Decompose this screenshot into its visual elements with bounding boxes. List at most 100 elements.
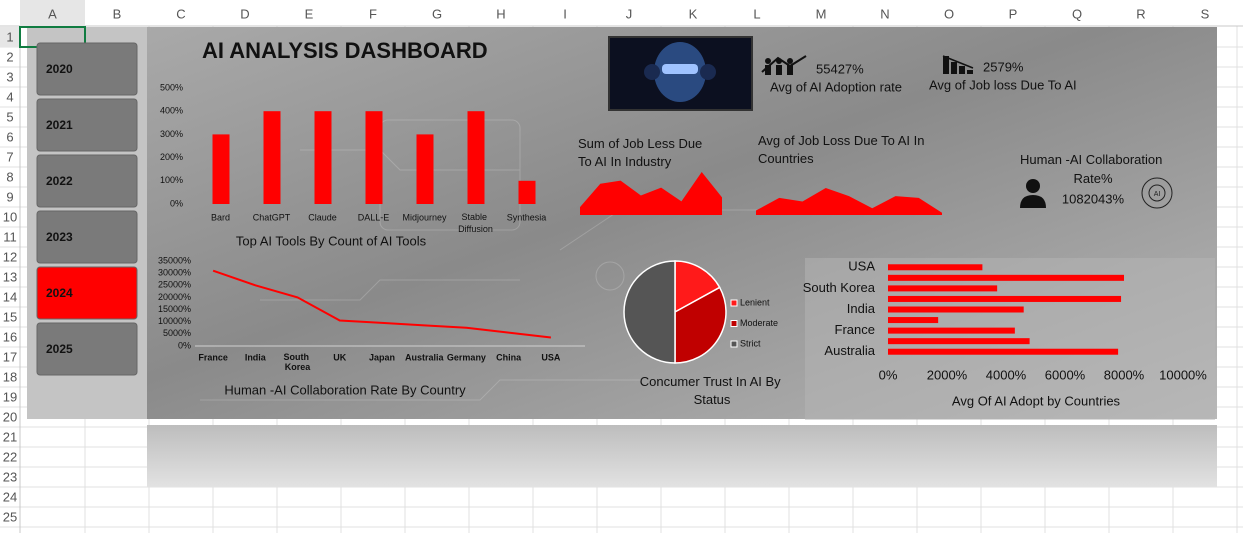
pie-slice — [674, 260, 721, 314]
bar — [365, 111, 383, 204]
area — [756, 188, 942, 215]
chart-title: Top AI Tools By Count of AI Tools — [236, 233, 427, 248]
y-tick-label: 25000% — [158, 280, 191, 290]
y-tick-label: 0% — [178, 340, 191, 350]
bar — [467, 111, 485, 204]
row-header: 13 — [3, 269, 17, 284]
slicer-button[interactable] — [36, 210, 138, 264]
y-tick-label: 10000% — [158, 316, 191, 326]
bar — [263, 111, 281, 204]
bar — [888, 327, 1015, 334]
row-header: 25 — [3, 509, 17, 524]
y-tick-label: 100% — [160, 175, 183, 185]
x-tick-label: China — [496, 352, 522, 362]
row-header: 17 — [3, 349, 17, 364]
row-header: 2 — [6, 49, 13, 64]
row-header: 10 — [3, 209, 17, 224]
column-header: E — [305, 6, 314, 21]
slicer-label: 2020 — [46, 62, 73, 76]
y-tick-label: 0% — [170, 198, 183, 208]
legend-label: Moderate — [740, 318, 778, 328]
column-header: M — [816, 6, 827, 21]
column-header: J — [626, 6, 633, 21]
y-tick-label: 400% — [160, 106, 183, 116]
bar — [888, 306, 1024, 313]
pie-slice — [623, 260, 676, 364]
slicer-label: 2022 — [46, 174, 73, 188]
x-tick-label: Stable Diffusion — [458, 212, 493, 234]
column-header-bar — [0, 0, 1243, 26]
column-header: I — [563, 6, 567, 21]
legend-label: Strict — [740, 338, 761, 348]
row-header: 11 — [3, 229, 17, 244]
x-tick-label: ChatGPT — [253, 212, 291, 222]
row-header: 20 — [3, 409, 17, 424]
y-tick-label: 20000% — [158, 292, 191, 302]
x-tick-label: USA — [541, 352, 561, 362]
kpi-label: Avg of Job loss Due To AI — [929, 77, 1077, 92]
column-header: C — [176, 6, 185, 21]
row-header: 3 — [6, 69, 13, 84]
x-tick-label: Synthesia — [507, 212, 547, 222]
row-header: 16 — [3, 329, 17, 344]
row-header: 14 — [3, 289, 17, 304]
dashboard-bottom — [147, 425, 1217, 487]
slicer-button[interactable] — [36, 42, 138, 96]
x-tick-label: Claude — [308, 212, 337, 222]
legend-swatch — [730, 320, 738, 327]
row-header: 19 — [3, 389, 17, 404]
bar — [888, 338, 1030, 345]
row-header: 1 — [6, 29, 13, 44]
adoption-icon — [761, 55, 807, 75]
kpi-value: 1082043% — [1062, 191, 1125, 206]
robot-image — [608, 36, 753, 111]
x-tick-label: Bard — [211, 212, 230, 222]
bar — [888, 317, 939, 324]
slicer-label: 2021 — [46, 118, 73, 132]
bar — [314, 111, 332, 204]
legend-swatch — [730, 340, 738, 348]
bar — [416, 134, 434, 204]
column-header: O — [944, 6, 954, 21]
person-icon — [1020, 179, 1046, 208]
dashboard-title: AI ANALYSIS DASHBOARD — [202, 38, 488, 63]
column-header: Q — [1072, 6, 1082, 21]
x-tick-label: UK — [333, 352, 346, 362]
column-header: D — [240, 6, 249, 21]
y-tick-label: Australia — [824, 343, 875, 358]
job-loss-icon — [942, 55, 974, 74]
column-header: S — [1201, 6, 1210, 21]
ai-brain-icon: AI — [1141, 177, 1173, 209]
kpi-value: 2579% — [983, 59, 1024, 74]
x-tick-label: 2000% — [927, 367, 968, 382]
chart-title: Avg of Job Loss Due To AI In Countries — [758, 133, 928, 166]
row-header: 22 — [3, 449, 17, 464]
chart-title: Sum of Job Less Due To AI In Industry — [578, 136, 706, 169]
y-tick-label: 5000% — [163, 328, 191, 338]
column-header: F — [369, 6, 377, 21]
bar — [888, 348, 1119, 355]
legend-label: Lenient — [740, 297, 770, 307]
line — [212, 269, 552, 339]
legend-swatch — [730, 299, 738, 307]
column-header: G — [432, 6, 442, 21]
kpi-value: 55427% — [816, 61, 864, 76]
selected-column-header — [20, 0, 85, 26]
kpi-label: Human -AI Collaboration Rate% — [1020, 152, 1166, 186]
slicer-label: 2023 — [46, 230, 73, 244]
slicer-button[interactable] — [36, 98, 138, 152]
bar — [888, 285, 998, 292]
x-tick-label: Japan — [369, 352, 395, 362]
bar — [888, 274, 1124, 281]
slicer-button[interactable] — [36, 154, 138, 208]
y-tick-label: France — [835, 322, 875, 337]
x-tick-label: Australia — [405, 352, 445, 362]
x-tick-label: DALL-E — [358, 212, 390, 222]
chart-title: Human -AI Collaboration Rate By Country — [224, 382, 466, 397]
x-tick-label: France — [198, 352, 228, 362]
slicer-button[interactable] — [36, 266, 138, 320]
y-tick-label: USA — [848, 259, 875, 274]
slicer-button[interactable] — [36, 322, 138, 376]
row-header: 24 — [3, 489, 17, 504]
